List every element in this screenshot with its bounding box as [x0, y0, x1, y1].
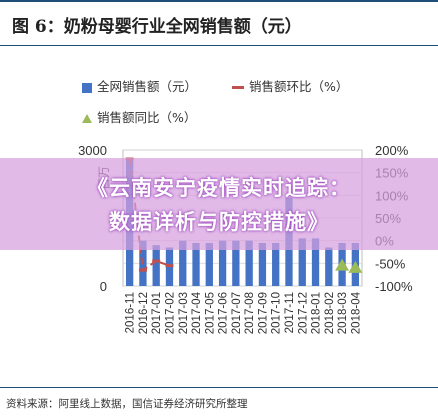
x-tick-label: 2018-01: [311, 292, 323, 334]
banner-line-2: 数据详析与防控措施》: [109, 210, 329, 234]
chart-title: 图 6：奶粉母婴行业全网销售额（元）: [12, 17, 302, 37]
bar: [179, 240, 187, 286]
legend-item-mom: 销售额环比（%）: [232, 76, 348, 95]
x-tick-label: 2018-04: [350, 291, 362, 334]
legend-line-swatch: [232, 86, 244, 89]
bar: [311, 238, 320, 286]
x-tick-label: 2016-11: [125, 292, 137, 333]
mom-point: [152, 259, 161, 263]
yoy-point: [348, 260, 363, 273]
source-note: 资料来源：阿里线上数据，国信证券经济研究所整理: [6, 398, 248, 410]
bar: [245, 240, 253, 286]
watermark-banner: 《云南安宁疫情实时追踪： 数据详析与防控措施》: [0, 158, 438, 250]
y-right-tick-label: -50%: [375, 256, 406, 271]
mom-point: [165, 264, 174, 268]
bar: [232, 240, 240, 286]
x-tick-label: 2017-03: [178, 292, 190, 334]
x-tick-label: 2017-12: [297, 292, 309, 334]
x-tick-label: 2017-02: [164, 292, 176, 334]
legend-label-mom: 销售额环比（%）: [249, 79, 349, 94]
legend-item-yoy: 销售额同比（%）: [82, 107, 196, 126]
x-tick-label: 2016-12: [138, 292, 150, 334]
x-tick-label: 2017-04: [191, 291, 203, 334]
bar: [205, 242, 213, 286]
y-right-tick-label: -100%: [375, 279, 413, 294]
x-tick-label: 2017-05: [204, 292, 216, 334]
bar: [298, 238, 306, 286]
x-tick-label: 2017-11: [284, 292, 296, 333]
legend-item-sales: 全网销售额（元）: [82, 76, 197, 95]
bar: [272, 242, 280, 286]
title-bar: 图 6：奶粉母婴行业全网销售额（元）: [0, 0, 438, 46]
yoy-point: [335, 258, 350, 271]
y-right-tick-label: 200%: [375, 143, 409, 158]
source-bar: 资料来源：阿里线上数据，国信证券经济研究所整理: [0, 387, 438, 416]
legend-bar-swatch: [82, 82, 92, 93]
x-tick-label: 2018-02: [324, 292, 336, 334]
bar: [325, 247, 333, 286]
x-tick-label: 2017-07: [231, 292, 243, 334]
x-tick-label: 2018-03: [337, 292, 349, 334]
legend-label-sales: 全网销售额（元）: [97, 79, 198, 94]
x-tick-label: 2017-10: [271, 292, 283, 334]
banner-line-1: 《云南安宁疫情实时追踪：: [87, 176, 351, 200]
bar: [258, 242, 267, 286]
x-tick-label: 2017-08: [244, 292, 256, 334]
legend-triangle-swatch: [82, 114, 92, 123]
y-left-tick-label: 3000: [78, 143, 107, 158]
y-left-tick-label: 0: [100, 279, 107, 294]
x-tick-label: 2017-06: [218, 292, 230, 334]
x-tick-label: 2017-09: [257, 292, 269, 334]
bar: [192, 242, 200, 286]
bar: [152, 245, 160, 286]
mom-point: [138, 268, 147, 272]
legend-label-yoy: 销售额同比（%）: [97, 110, 197, 125]
bar: [218, 240, 227, 286]
x-tick-label: 2017-01: [151, 292, 163, 334]
